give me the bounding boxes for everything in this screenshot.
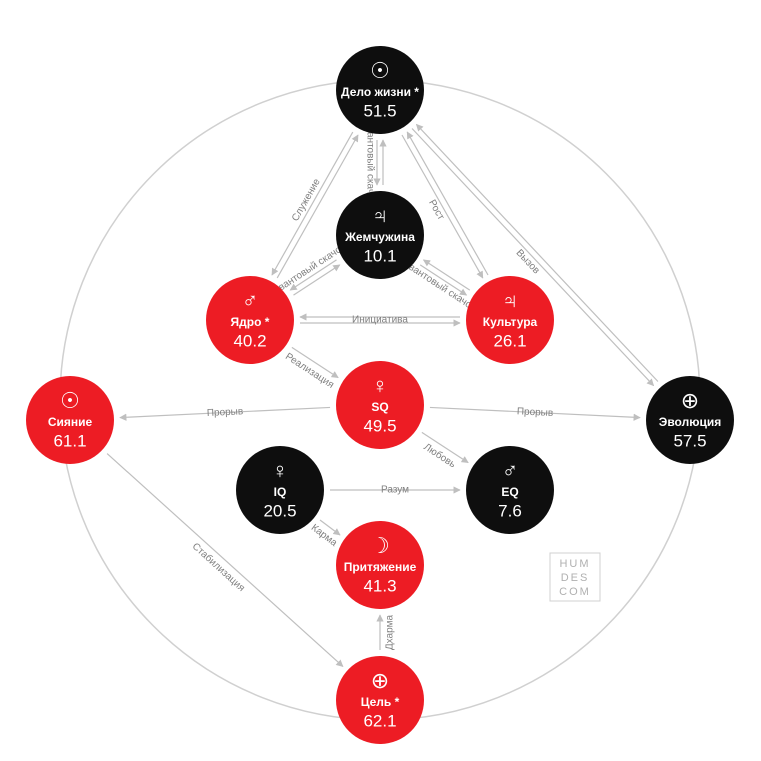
node-value: 49.5 bbox=[363, 416, 396, 435]
watermark-text: DES bbox=[561, 572, 590, 584]
node-symbol-icon: ☉ bbox=[60, 388, 80, 413]
node-kultura: ♃ Культура 26.1 bbox=[466, 276, 554, 364]
node-eq: ♂ EQ 7.6 bbox=[466, 446, 554, 534]
node-label: IQ bbox=[274, 485, 287, 499]
edge-label: Инициатива bbox=[352, 315, 408, 326]
node-value: 41.3 bbox=[363, 576, 396, 595]
node-symbol-icon: ♂ bbox=[242, 288, 259, 313]
node-prityazhenie: ☽ Притяжение 41.3 bbox=[336, 521, 424, 609]
node-siyanie: ☉ Сияние 61.1 bbox=[26, 376, 114, 464]
node-value: 7.6 bbox=[498, 501, 522, 520]
node-label: Дело жизни * bbox=[341, 85, 419, 99]
node-value: 51.5 bbox=[363, 101, 396, 120]
node-symbol-icon: ♂ bbox=[502, 458, 519, 483]
node-value: 40.2 bbox=[233, 331, 266, 350]
node-label: EQ bbox=[501, 485, 518, 499]
edge-label: Стабилизация bbox=[190, 540, 248, 594]
network-diagram: СлужениеКвантовый скачокРостВызовКвантов… bbox=[0, 0, 761, 761]
node-evolutsiya: ⊕ Эволюция 57.5 bbox=[646, 376, 734, 464]
node-yadro: ♂ Ядро * 40.2 bbox=[206, 276, 294, 364]
node-symbol-icon: ☉ bbox=[370, 58, 390, 83]
node-value: 26.1 bbox=[493, 331, 526, 350]
edge-label: Прорыв bbox=[517, 406, 554, 419]
node-value: 20.5 bbox=[263, 501, 296, 520]
edge-label: Дхарма bbox=[385, 614, 396, 650]
node-symbol-icon: ⊕ bbox=[371, 668, 389, 693]
node-value: 62.1 bbox=[363, 711, 396, 730]
node-zhemchuzhina: ♃ Жемчужина 10.1 bbox=[336, 191, 424, 279]
edge-label: Квантовый скачок bbox=[272, 242, 348, 297]
edge-label: Рост bbox=[426, 198, 446, 222]
node-symbol-icon: ⊕ bbox=[681, 388, 699, 413]
node-value: 10.1 bbox=[363, 246, 396, 265]
node-label: Цель * bbox=[361, 695, 400, 709]
node-symbol-icon: ♃ bbox=[372, 203, 389, 228]
edge-label: Разум bbox=[381, 485, 409, 496]
node-label: Притяжение bbox=[344, 560, 417, 574]
node-tsel: ⊕ Цель * 62.1 bbox=[336, 656, 424, 744]
node-label: Сияние bbox=[48, 415, 93, 429]
node-value: 57.5 bbox=[673, 431, 706, 450]
node-delo: ☉ Дело жизни * 51.5 bbox=[336, 46, 424, 134]
node-value: 61.1 bbox=[53, 431, 86, 450]
edge-label: Карма bbox=[309, 522, 339, 549]
watermark-text: HUM bbox=[559, 558, 590, 570]
watermark-text: COM bbox=[559, 586, 591, 598]
edge-label: Прорыв bbox=[207, 406, 244, 419]
node-symbol-icon: ☽ bbox=[370, 533, 390, 558]
node-label: Эволюция bbox=[659, 415, 721, 429]
node-symbol-icon: ♀ bbox=[272, 458, 289, 483]
node-sq: ♀ SQ 49.5 bbox=[336, 361, 424, 449]
node-symbol-icon: ♃ bbox=[502, 288, 519, 313]
node-symbol-icon: ♀ bbox=[372, 373, 389, 398]
edge-label: Любовь bbox=[421, 441, 458, 471]
edge-label: Служение bbox=[290, 177, 323, 224]
node-iq: ♀ IQ 20.5 bbox=[236, 446, 324, 534]
node-label: SQ bbox=[371, 400, 388, 414]
edge-label: Квантовый скачок bbox=[402, 259, 478, 314]
node-label: Жемчужина bbox=[344, 230, 415, 244]
node-label: Ядро * bbox=[231, 315, 270, 329]
node-label: Культура bbox=[483, 315, 538, 329]
